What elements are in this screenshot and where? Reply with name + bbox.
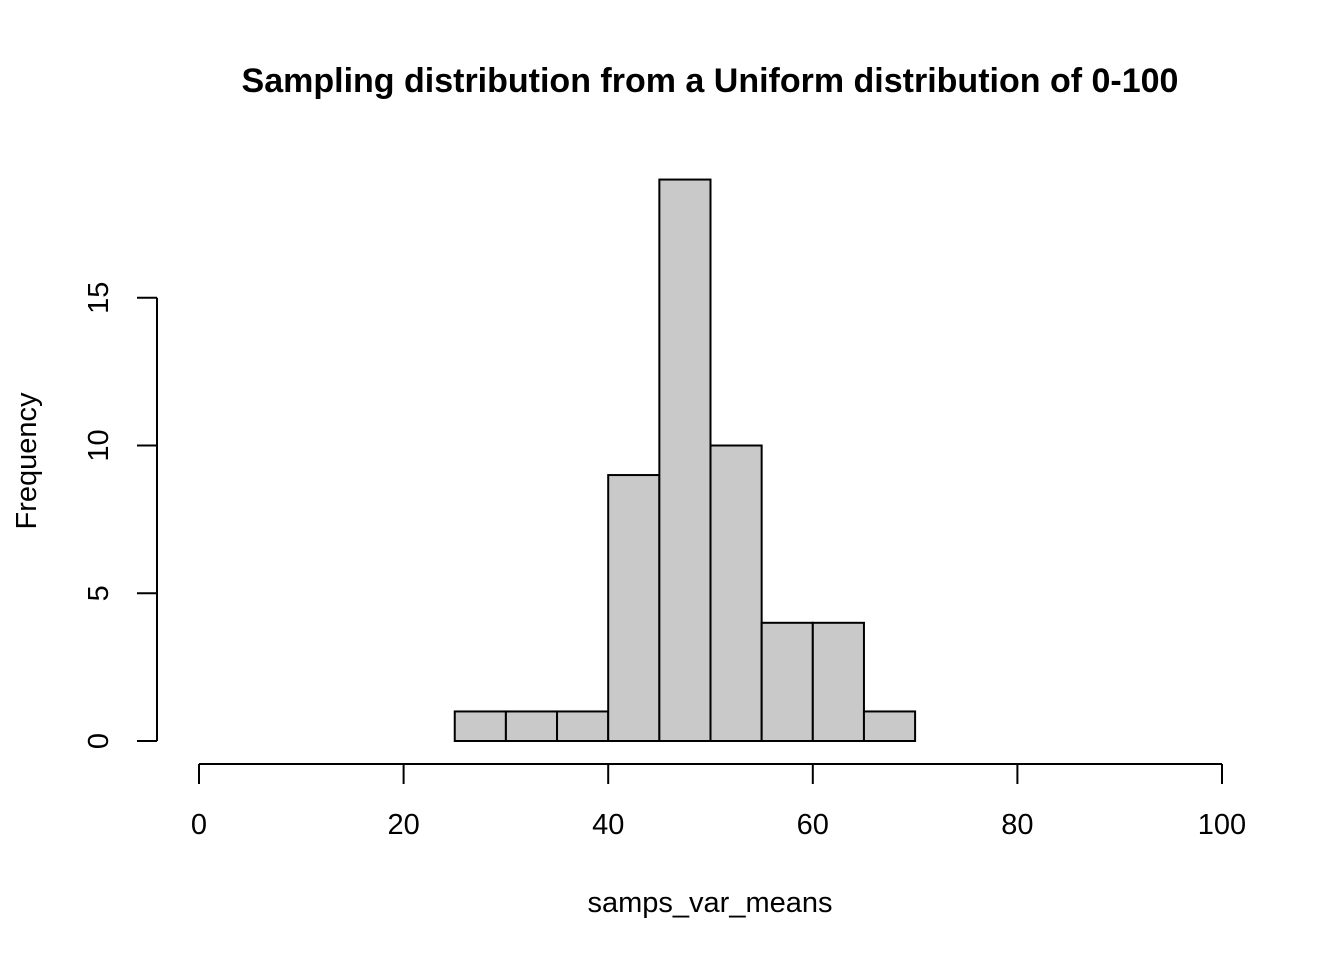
histogram-bar-25-30 xyxy=(453,710,507,743)
histogram-bar-65-70 xyxy=(862,710,917,743)
histogram-bar-35-40 xyxy=(556,710,610,743)
histogram-bar-50-55 xyxy=(709,444,763,742)
x-tick-label-0: 0 xyxy=(191,809,207,841)
histogram-bar-60-65 xyxy=(811,621,865,742)
chart-title: Sampling distribution from a Uniform dis… xyxy=(242,62,1179,100)
x-tick-label-40: 40 xyxy=(592,809,624,841)
histogram-bar-45-50 xyxy=(658,178,712,743)
x-tick-label-100: 100 xyxy=(1198,809,1246,841)
x-axis: 0 20 40 60 80 100 xyxy=(191,763,1246,841)
y-tick-label-10: 10 xyxy=(83,429,115,461)
y-axis-label: Frequency xyxy=(11,392,43,530)
y-axis: 0 5 10 15 xyxy=(83,282,158,749)
x-tick-label-60: 60 xyxy=(797,809,829,841)
histogram-bar-30-35 xyxy=(504,710,559,743)
y-tick-label-15: 15 xyxy=(83,282,115,314)
x-axis-label: samps_var_means xyxy=(588,887,833,919)
x-tick-label-20: 20 xyxy=(387,809,419,841)
x-tick-label-80: 80 xyxy=(1001,809,1033,841)
y-tick-label-0: 0 xyxy=(83,733,115,749)
histogram-bar-55-60 xyxy=(760,621,814,742)
histogram-bars xyxy=(453,178,917,743)
y-tick-label-5: 5 xyxy=(83,585,115,601)
histogram-bar-40-45 xyxy=(607,474,661,742)
